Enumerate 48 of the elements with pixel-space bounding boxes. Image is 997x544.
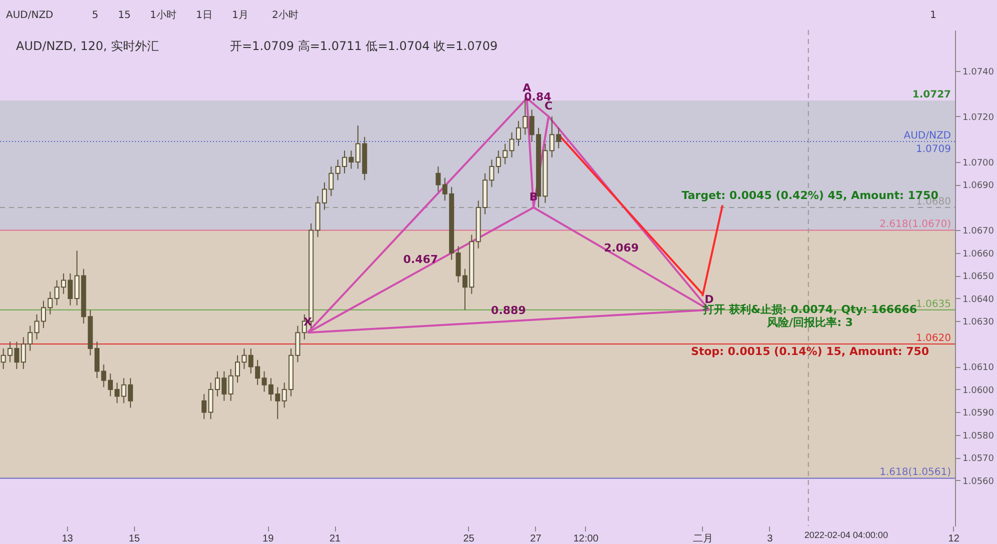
y-tick-label: 1.0640: [962, 294, 994, 305]
text: 1: [930, 10, 936, 21]
x-tick-label: 12: [948, 534, 960, 544]
annotation: 0.467: [403, 253, 438, 266]
ref-line-label: 1.618(1.0561): [880, 467, 952, 478]
y-tick-label: 1.0720: [962, 112, 994, 123]
x-tick-label: 27: [530, 534, 542, 544]
x-tick-label: 15: [128, 534, 140, 544]
x-tick-label: 25: [463, 534, 475, 544]
annotation: C: [544, 99, 553, 112]
annotation: Stop: 0.0015 (0.14%) 15, Amount: 750: [690, 345, 930, 358]
y-tick-label: 1.0570: [962, 454, 994, 464]
x-tick-label: 3: [767, 534, 774, 544]
text: 2小时: [272, 9, 298, 21]
y-tick-label: 1.0740: [962, 67, 994, 78]
annotation: 2.069: [604, 242, 639, 255]
annotation: 1.0709: [916, 144, 951, 155]
y-tick-label: 1.0560: [962, 476, 994, 487]
y-tick-label: 1.0670: [962, 226, 994, 237]
text: AUD/NZD, 120, 实时外汇: [16, 39, 159, 53]
x-tick-label: 13: [62, 534, 74, 544]
text: 1日: [196, 10, 212, 21]
band-label: 1.0727: [912, 90, 952, 101]
y-tick-label: 1.0660: [962, 249, 994, 260]
text: 5: [92, 10, 98, 21]
text: AUD/NZD: [6, 10, 54, 21]
y-tick-label: 1.0690: [962, 181, 994, 192]
y-tick-label: 1.0630: [962, 318, 994, 328]
text: 开=1.0709 高=1.0711 低=1.0704 收=1.0709: [230, 39, 498, 53]
y-tick-label: 1.0590: [962, 408, 994, 419]
text: 1小时: [150, 9, 176, 21]
ref-line-label: AUD/NZD: [904, 130, 952, 142]
ref-line-label: 2.618(1.0670): [880, 219, 952, 230]
x-tick-label: 12:00: [573, 534, 599, 544]
text: 1月: [232, 10, 248, 21]
x-tick-label: 21: [329, 534, 341, 544]
y-tick-label: 1.0600: [962, 386, 994, 396]
ref-line-label: 2022-02-04 04:00:00: [804, 530, 888, 540]
y-tick-label: 1.0580: [962, 431, 994, 442]
ref-line-label: 1.0620: [916, 332, 951, 344]
text: 15: [118, 10, 131, 21]
x-tick-label: 19: [262, 534, 274, 544]
y-tick-label: 1.0650: [962, 272, 994, 282]
y-tick-label: 1.0610: [962, 363, 994, 374]
x-tick-label: 二月: [692, 534, 713, 544]
annotation: 风险/回报比率: 3: [766, 316, 853, 329]
ref-line-label: 1.0635: [916, 298, 951, 310]
y-tick-label: 1.0700: [962, 158, 994, 168]
